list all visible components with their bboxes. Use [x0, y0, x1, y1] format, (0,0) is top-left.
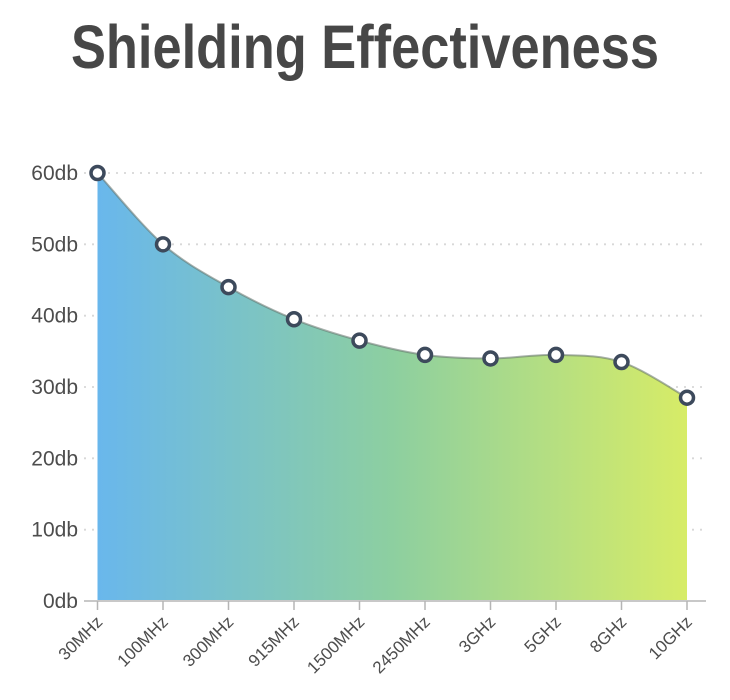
x-axis-label: 2450MHz — [369, 612, 434, 677]
x-axis-label: 915MHz — [245, 612, 303, 670]
x-axis-label: 10GHz — [645, 612, 696, 663]
grid-layer: 0db 10db 20db 30db 40db 50db 60db — [31, 162, 706, 613]
x-axis-label: 1500MHz — [303, 612, 368, 677]
area-fill — [97, 173, 687, 601]
chart-title: Shielding Effectiveness — [71, 13, 659, 81]
y-axis-label: 0db — [43, 590, 78, 613]
data-point-marker — [154, 236, 172, 253]
data-point-marker — [678, 389, 696, 406]
x-axis-label: 100MHz — [114, 612, 172, 670]
data-point-marker — [285, 310, 303, 328]
y-axis-label: 60db — [31, 162, 78, 185]
x-axis-label: 30MHz — [55, 612, 107, 664]
y-axis-label: 50db — [31, 233, 78, 256]
series-layer — [89, 164, 696, 601]
y-axis-label: 20db — [31, 447, 78, 470]
x-axis-label: 3GHz — [455, 612, 499, 656]
axis-layer: 30MHz 100MHz 300MHz 915MHz 1500MHz 2450MHz 3GH… — [55, 600, 706, 677]
line-series — [96, 172, 688, 399]
data-point-marker — [547, 346, 565, 364]
x-axis-label: 300MHz — [179, 612, 237, 670]
data-point-marker — [220, 278, 237, 296]
data-point-marker — [416, 346, 434, 364]
data-point-marker — [482, 350, 499, 367]
x-axis-label: 8GHz — [586, 612, 630, 656]
x-axis-label: 5GHz — [521, 612, 565, 656]
y-axis-label: 10db — [31, 519, 78, 542]
y-axis-label: 40db — [31, 305, 78, 328]
data-point-marker — [613, 353, 630, 371]
data-point-marker — [89, 164, 106, 182]
y-axis-label: 30db — [31, 376, 78, 399]
data-point-marker — [351, 332, 368, 349]
